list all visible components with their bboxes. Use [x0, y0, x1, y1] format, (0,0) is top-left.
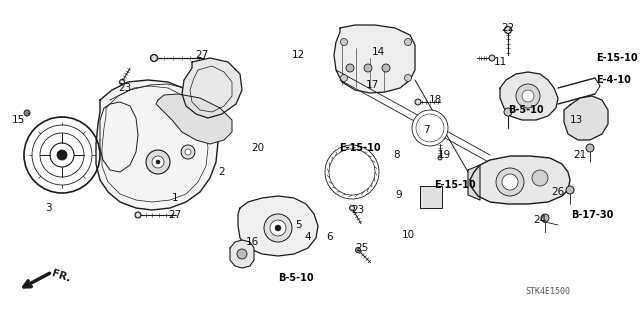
Circle shape	[340, 39, 348, 46]
Circle shape	[404, 75, 412, 81]
Text: B-5-10: B-5-10	[508, 105, 543, 115]
Circle shape	[522, 90, 534, 102]
Text: 1: 1	[172, 193, 179, 203]
Circle shape	[355, 248, 360, 253]
Text: 24: 24	[533, 215, 547, 225]
Text: B-17-30: B-17-30	[571, 210, 613, 220]
Circle shape	[152, 156, 164, 168]
Circle shape	[40, 133, 84, 177]
Text: 27: 27	[195, 50, 209, 60]
Circle shape	[181, 145, 195, 159]
Text: STK4E1500: STK4E1500	[525, 287, 570, 296]
Circle shape	[275, 225, 281, 231]
Text: 22: 22	[501, 23, 515, 33]
Circle shape	[120, 79, 125, 85]
Polygon shape	[96, 80, 218, 210]
Circle shape	[185, 149, 191, 155]
Polygon shape	[238, 196, 318, 256]
Text: 11: 11	[493, 57, 507, 67]
Circle shape	[57, 150, 67, 160]
Circle shape	[502, 174, 518, 190]
Text: 4: 4	[305, 232, 311, 242]
Text: 26: 26	[552, 187, 564, 197]
Polygon shape	[564, 96, 608, 140]
Text: 5: 5	[294, 220, 301, 230]
Text: 10: 10	[401, 230, 415, 240]
Text: E-15-10: E-15-10	[434, 180, 476, 190]
Circle shape	[24, 117, 100, 193]
Text: 21: 21	[573, 150, 587, 160]
Circle shape	[264, 214, 292, 242]
Text: 23: 23	[351, 205, 365, 215]
Circle shape	[416, 114, 444, 142]
Circle shape	[340, 75, 348, 81]
Polygon shape	[230, 240, 254, 268]
Circle shape	[146, 150, 170, 174]
Circle shape	[349, 205, 355, 211]
Text: 2: 2	[219, 167, 225, 177]
Text: 25: 25	[355, 243, 369, 253]
Text: 6: 6	[326, 232, 333, 242]
Text: 3: 3	[45, 203, 51, 213]
Circle shape	[237, 249, 247, 259]
Circle shape	[566, 186, 574, 194]
Polygon shape	[156, 94, 232, 144]
Text: 16: 16	[245, 237, 259, 247]
Text: 23: 23	[118, 83, 132, 93]
Circle shape	[364, 64, 372, 72]
Circle shape	[346, 64, 354, 72]
Text: 27: 27	[168, 210, 182, 220]
Polygon shape	[500, 72, 558, 120]
Polygon shape	[468, 165, 480, 200]
Text: 19: 19	[437, 150, 451, 160]
Circle shape	[404, 39, 412, 46]
Circle shape	[516, 84, 540, 108]
Text: FR.: FR.	[50, 268, 72, 284]
Text: 8: 8	[394, 150, 400, 160]
Text: 14: 14	[371, 47, 385, 57]
Text: E-4-10: E-4-10	[596, 75, 631, 85]
Text: 15: 15	[12, 115, 24, 125]
Text: 7: 7	[422, 125, 429, 135]
Polygon shape	[334, 25, 415, 93]
Circle shape	[32, 125, 92, 185]
Circle shape	[504, 26, 511, 33]
Circle shape	[50, 143, 74, 167]
Circle shape	[438, 156, 442, 160]
Circle shape	[489, 55, 495, 61]
Circle shape	[135, 212, 141, 218]
Text: E-15-10: E-15-10	[596, 53, 637, 63]
Circle shape	[382, 64, 390, 72]
Circle shape	[150, 55, 157, 62]
Circle shape	[586, 144, 594, 152]
Text: 12: 12	[291, 50, 305, 60]
Text: 17: 17	[365, 80, 379, 90]
Circle shape	[504, 108, 512, 116]
Circle shape	[270, 220, 286, 236]
Text: 13: 13	[570, 115, 582, 125]
Circle shape	[541, 214, 549, 222]
Polygon shape	[420, 186, 442, 208]
Circle shape	[156, 160, 160, 164]
Circle shape	[532, 170, 548, 186]
Circle shape	[24, 110, 30, 116]
Polygon shape	[182, 58, 242, 118]
Text: B-5-10: B-5-10	[278, 273, 314, 283]
Circle shape	[496, 168, 524, 196]
Text: 18: 18	[428, 95, 442, 105]
Text: 9: 9	[396, 190, 403, 200]
Text: E-15-10: E-15-10	[339, 143, 381, 153]
Polygon shape	[470, 156, 570, 204]
Circle shape	[415, 99, 421, 105]
Text: 20: 20	[252, 143, 264, 153]
Circle shape	[412, 110, 448, 146]
